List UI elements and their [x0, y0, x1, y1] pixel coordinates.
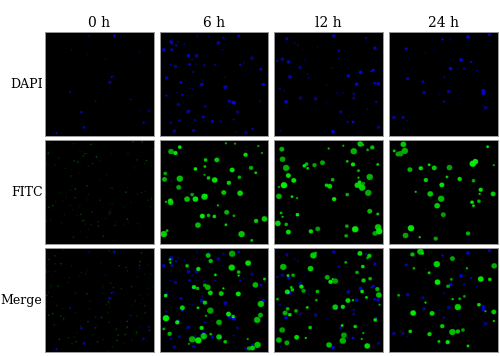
Text: 0 h: 0 h — [88, 16, 110, 30]
Text: FITC: FITC — [11, 186, 42, 199]
Text: Merge: Merge — [0, 294, 42, 307]
Text: l2 h: l2 h — [316, 16, 342, 30]
Text: 6 h: 6 h — [203, 16, 225, 30]
Text: 24 h: 24 h — [428, 16, 458, 30]
Text: DAPI: DAPI — [10, 78, 42, 90]
